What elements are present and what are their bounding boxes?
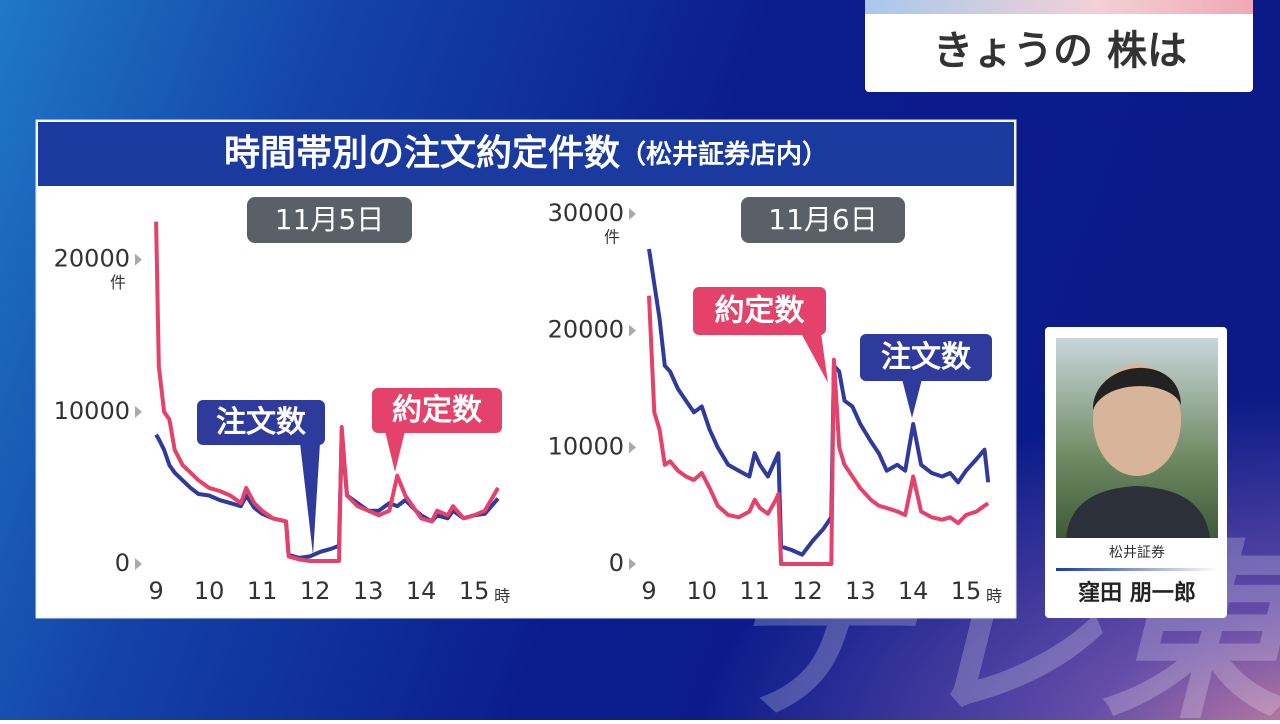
callout-box: [197, 400, 325, 445]
header-strip: [865, 0, 1253, 14]
x-tick-label: 15: [951, 577, 982, 605]
x-tick-label: 13: [353, 577, 384, 605]
series-line: [154, 221, 500, 563]
callout-pointer: [801, 333, 828, 383]
x-tick-label: 11: [739, 577, 770, 605]
x-tick-label: 10: [687, 577, 718, 605]
photo-head: [1093, 364, 1181, 476]
legend-label: 注文数: [216, 405, 307, 440]
y-tick-mark: [629, 208, 636, 220]
date-badge: [247, 197, 412, 243]
callout-box: [372, 388, 502, 433]
y-tick-mark: [135, 253, 142, 266]
x-tick-label: 11: [247, 577, 278, 605]
photo-hair: [1092, 367, 1181, 410]
y-unit: 件: [110, 273, 126, 292]
legend-label: 注文数: [881, 340, 972, 375]
callout-pointer: [300, 443, 320, 555]
header-box: [865, 0, 1253, 92]
y-tick-label: 0: [115, 549, 130, 577]
y-tick-mark: [629, 441, 636, 454]
callout-box: [693, 287, 826, 335]
x-tick-label: 12: [792, 577, 823, 605]
y-tick-mark: [135, 558, 142, 570]
callout-box: [860, 334, 992, 381]
y-tick-label: 20000: [54, 245, 130, 273]
chart-subtitle: 11月5日: [275, 203, 384, 236]
y-tick-label: 20000: [548, 316, 624, 344]
x-tick-label: 15: [459, 577, 490, 605]
guest-rule: [1056, 568, 1218, 571]
legend-label: 約定数: [715, 294, 806, 329]
callout-pointer: [385, 431, 405, 472]
x-tick-label: 14: [898, 577, 929, 605]
date-badge: [741, 197, 905, 243]
x-tick-label: 9: [148, 577, 163, 605]
y-tick-mark: [629, 558, 636, 570]
y-unit: 件: [604, 228, 620, 247]
series-line: [647, 248, 991, 557]
photo-suit: [1066, 486, 1210, 538]
y-tick-label: 10000: [54, 397, 130, 425]
callout-pointer: [902, 379, 922, 418]
x-unit: 時: [986, 587, 1002, 606]
guest-company: 松井証券: [1109, 545, 1165, 561]
x-tick-label: 9: [641, 577, 656, 605]
x-tick-label: 13: [845, 577, 876, 605]
panel-title-main: 時間帯別の注文約定件数: [224, 133, 620, 174]
x-unit: 時: [494, 587, 510, 606]
guest-name: 窪田 朋一郎: [1078, 580, 1196, 606]
y-tick-label: 10000: [548, 432, 624, 460]
legend-label: 約定数: [392, 393, 483, 428]
panel-subtitle: （松井証券店内）: [620, 139, 828, 170]
y-tick-mark: [629, 324, 636, 337]
panel-title-bar: [38, 122, 1014, 186]
x-tick-label: 12: [300, 577, 331, 605]
y-tick-label: 0: [609, 549, 624, 577]
y-tick-mark: [135, 405, 142, 418]
panel-title: 時間帯別の注文約定件数（松井証券店内）: [224, 133, 828, 174]
x-tick-label: 14: [406, 577, 437, 605]
chart-subtitle: 11月6日: [768, 203, 877, 236]
x-tick-label: 10: [194, 577, 225, 605]
y-tick-label: 30000: [548, 199, 624, 227]
series-line: [647, 295, 990, 566]
header-title: きょうの 株は: [933, 28, 1187, 74]
